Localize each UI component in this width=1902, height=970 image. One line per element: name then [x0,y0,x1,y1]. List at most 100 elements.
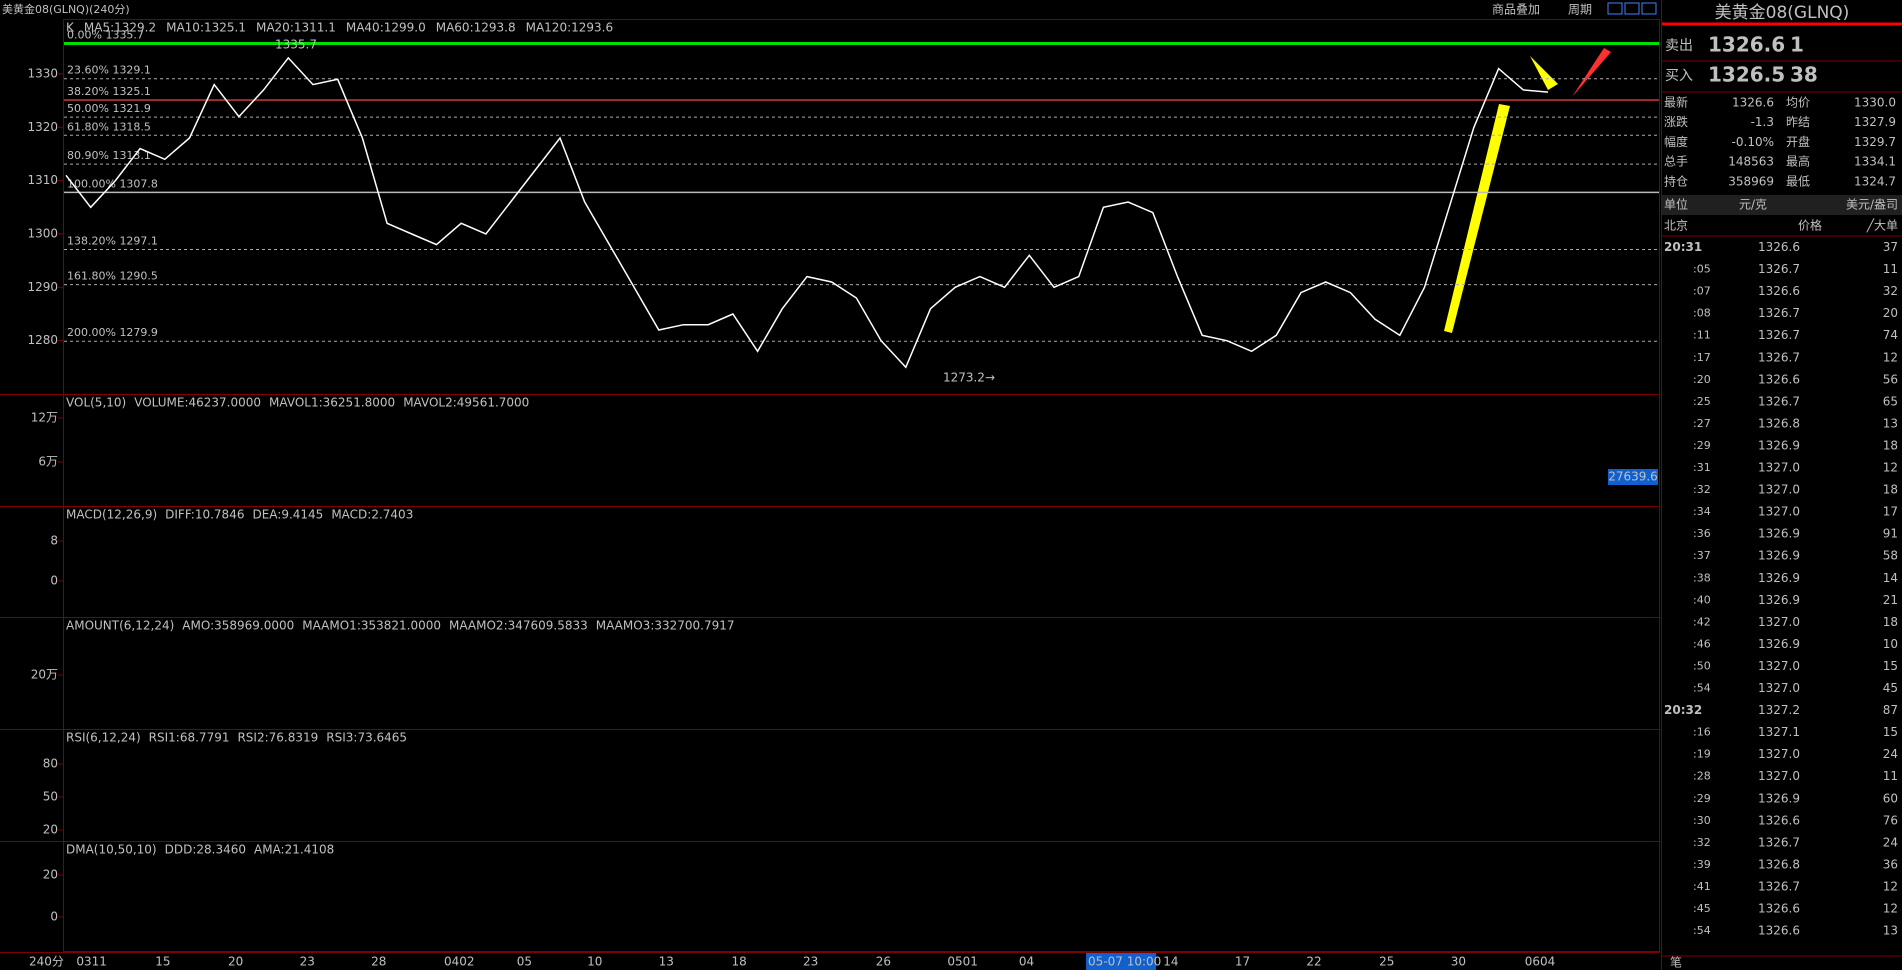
tick-price: 1326.8 [1758,857,1800,871]
footer-tab[interactable]: 笔 [1670,955,1682,970]
tick-price: 1326.7 [1758,306,1800,320]
tick-volume: 76 [1883,813,1898,827]
tick-price: 1327.0 [1758,461,1800,475]
y-tick-label: 0 [50,910,58,924]
price-line [65,56,1549,369]
indicator-label: AMO:358969.0000 [182,619,294,633]
indicator-label: AMOUNT(6,12,24) [66,619,174,633]
order-volume: 1 [1790,33,1804,57]
tick-time: :16 [1693,726,1711,739]
unit-label: 单位 [1664,197,1688,212]
stat-label: 持仓 [1664,173,1688,188]
stat-value: 1329.7 [1854,135,1896,149]
tick-volume: 14 [1883,571,1898,585]
tick-price: 1326.6 [1758,924,1800,938]
indicator-label: MAAMO1:353821.0000 [302,619,441,633]
ma-legend: K [66,21,75,35]
period-button[interactable]: 周期 [1568,3,1592,17]
cursor-date-bg [1086,953,1157,970]
indicator-label: VOLUME:46237.0000 [134,396,261,410]
x-tick-label: 28 [371,955,386,969]
low-label: 1273.2→ [943,371,995,385]
y-tick-label: 20 [43,868,58,882]
tick-price: 1327.0 [1758,615,1800,629]
tick-time: :46 [1693,637,1711,650]
fib-label: 38.20% 1325.1 [67,85,151,98]
tick-price: 1326.9 [1758,549,1800,563]
ma-legend: MA10:1325.1 [166,21,246,35]
tick-time: :11 [1693,329,1711,342]
fib-label: 23.60% 1329.1 [67,64,151,77]
tick-time: :28 [1693,770,1711,783]
x-tick-label: 20 [228,955,243,969]
tick-price: 1326.6 [1758,240,1800,254]
indicator-label: RSI1:68.7791 [149,731,230,745]
ma-legend: MA20:1311.1 [256,21,336,35]
overlay-button[interactable]: 商品叠加 [1492,2,1540,17]
tick-price: 1326.9 [1758,438,1800,452]
unit-bar [1662,195,1902,215]
tick-time: :29 [1693,792,1711,805]
x-tick-label: 04 [1019,955,1034,969]
stat-value: -1.3 [1751,115,1774,129]
tick-volume: 12 [1883,350,1898,364]
indicator-label: DDD:28.3460 [165,843,246,857]
y-tick-label: 1320 [27,120,58,134]
column-header: 价格 [1798,218,1822,233]
tick-volume: 18 [1883,615,1898,629]
window-buttons[interactable] [1607,2,1657,15]
tick-price: 1326.7 [1758,835,1800,849]
unit-cny[interactable]: 元/克 [1739,198,1767,212]
tick-volume: 45 [1883,681,1898,695]
tick-time: :32 [1693,483,1711,496]
tick-price: 1327.0 [1758,483,1800,497]
tick-time: :38 [1693,571,1711,584]
tick-price: 1326.7 [1758,350,1800,364]
indicator-label: DIFF:10.7846 [165,508,244,522]
tick-time: :45 [1693,902,1711,915]
x-tick-label: 17 [1235,955,1250,969]
y-tick-label: 80 [43,757,58,771]
x-tick-label: 26 [876,955,891,969]
stat-value: 1326.6 [1732,96,1774,110]
x-tick-label: 0311 [76,955,107,969]
tick-time: :25 [1693,395,1711,408]
tick-volume: 36 [1883,857,1898,871]
order-volume: 38 [1790,63,1818,87]
x-axis-unit: 240分 [29,955,64,969]
indicator-label: MAAMO2:347609.5833 [449,619,588,633]
tick-volume: 18 [1883,483,1898,497]
indicator-label: MACD:2.7403 [331,508,413,522]
tick-volume: 65 [1883,394,1898,408]
tick-price: 1326.7 [1758,394,1800,408]
stat-label: 开盘 [1786,134,1810,149]
order-price: 1326.6 [1708,33,1785,57]
tick-price: 1327.1 [1758,725,1800,739]
x-tick-label: 25 [1379,955,1394,969]
y-tick-label: 1290 [27,280,58,294]
tick-volume: 12 [1883,461,1898,475]
stat-label: 最高 [1786,154,1810,169]
tick-time: :54 [1693,682,1711,695]
tick-price: 1326.7 [1758,879,1800,893]
tick-price: 1326.9 [1758,637,1800,651]
indicator-label: VOL(5,10) [66,396,126,410]
y-tick-label: 20万 [31,668,58,682]
stat-label: 最新 [1664,95,1688,110]
stat-label: 幅度 [1664,134,1688,149]
value-badge [1608,469,1658,485]
tick-price: 1326.6 [1758,813,1800,827]
tick-volume: 15 [1883,659,1898,673]
panel-frames [0,0,1662,970]
tick-volume: 12 [1883,879,1898,893]
ma-legend: MA5:1329.2 [84,21,156,35]
unit-usd[interactable]: 美元/盎司 [1846,198,1898,212]
tick-volume: 37 [1883,240,1898,254]
tick-volume: 21 [1883,593,1898,607]
red-arrow [1572,48,1611,97]
y-tick-label: 6万 [38,455,58,469]
quote-title: 美黄金08(GLNQ) [1715,3,1850,23]
x-tick-label: 30 [1451,955,1466,969]
